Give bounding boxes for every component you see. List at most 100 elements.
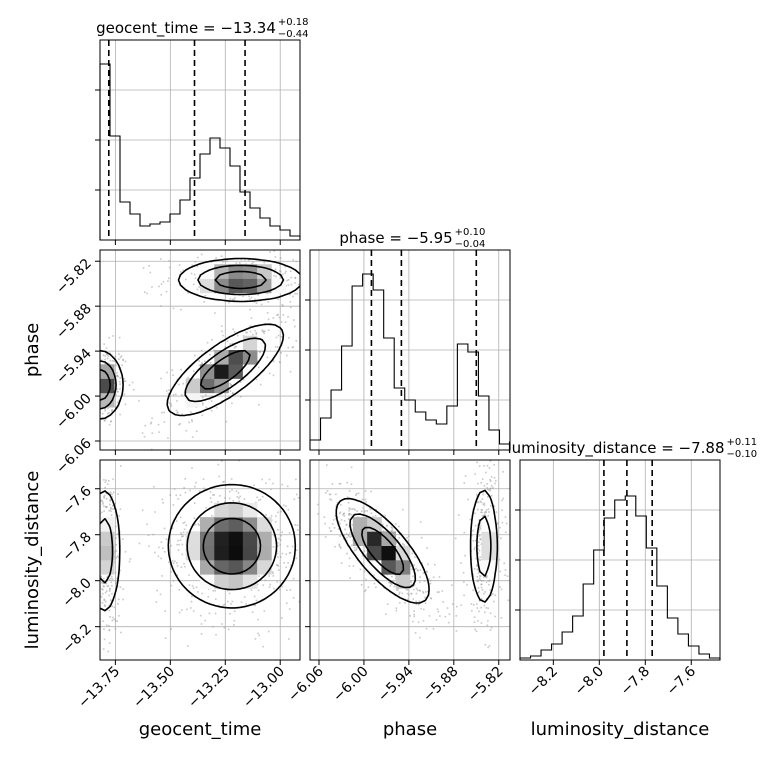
sample-point: [255, 333, 257, 336]
sample-point: [325, 491, 327, 494]
sample-point: [160, 305, 162, 307]
sample-point: [117, 615, 120, 617]
sample-point: [66, 402, 68, 404]
sample-point: [161, 498, 164, 501]
x-tick-label: −5.94: [375, 663, 417, 705]
sample-point: [365, 501, 367, 503]
sample-point: [480, 586, 483, 589]
sample-point: [478, 465, 481, 467]
sample-point: [419, 636, 421, 639]
sample-point: [108, 624, 110, 627]
sample-point: [485, 516, 488, 518]
sample-point: [273, 534, 275, 537]
sample-point: [167, 392, 170, 395]
sample-point: [208, 612, 211, 615]
sample-point: [339, 482, 342, 485]
panel-frame: [519, 459, 721, 661]
sample-point: [168, 266, 171, 269]
x-tick-label: −6.06: [285, 663, 327, 705]
sample-point: [294, 292, 297, 295]
panel-geocent_time-vs-phase: [66, 249, 301, 455]
sample-point: [486, 464, 489, 467]
sample-point: [274, 268, 277, 271]
sample-point: [272, 575, 275, 577]
sample-point: [89, 364, 91, 366]
sample-point: [373, 573, 375, 576]
sample-point: [479, 527, 482, 529]
sample-point: [351, 508, 354, 511]
density-cell: [242, 350, 258, 365]
sample-point: [487, 646, 489, 649]
sample-point: [118, 358, 120, 360]
sample-point: [160, 557, 162, 560]
sample-point: [284, 265, 286, 268]
sample-point: [272, 546, 275, 548]
sample-point: [412, 585, 415, 588]
sample-point: [88, 388, 90, 390]
sample-point: [281, 585, 284, 588]
density-cell: [200, 517, 215, 532]
sample-point: [276, 545, 279, 547]
sample-point: [429, 579, 432, 582]
sample-point: [95, 492, 97, 494]
sample-point: [119, 569, 121, 572]
sample-point: [288, 608, 291, 610]
sample-point: [189, 489, 191, 492]
sample-point: [347, 533, 350, 536]
sample-point: [102, 582, 105, 585]
density-cell: [242, 531, 258, 547]
sample-point: [293, 319, 295, 321]
sample-point: [407, 539, 410, 542]
sample-point: [370, 512, 373, 514]
sample-point: [488, 511, 490, 513]
sample-point: [191, 419, 193, 421]
sample-point: [114, 627, 117, 630]
sample-point: [383, 573, 386, 576]
sample-point: [504, 516, 507, 518]
sample-point: [447, 621, 450, 624]
sample-point: [231, 392, 234, 394]
density-cell: [481, 545, 497, 561]
sample-point: [172, 504, 175, 506]
sample-point: [82, 385, 84, 387]
sample-point: [95, 393, 97, 395]
sample-point: [96, 380, 98, 382]
title-minus: −0.04: [455, 239, 486, 250]
sample-point: [484, 643, 487, 646]
sample-point: [97, 557, 99, 559]
sample-point: [181, 413, 183, 416]
sample-point: [490, 626, 493, 629]
sample-point: [218, 475, 221, 478]
sample-point: [493, 464, 496, 466]
sample-point: [317, 503, 319, 506]
sample-point: [261, 350, 264, 352]
sample-point: [353, 507, 355, 510]
sample-point: [258, 403, 260, 406]
sample-point: [263, 261, 266, 264]
sample-point: [345, 533, 348, 535]
sample-point: [476, 580, 479, 582]
sample-point: [347, 534, 350, 537]
sample-point: [463, 581, 465, 583]
sample-point: [492, 486, 494, 489]
contour-line: [335, 489, 499, 604]
sample-point: [287, 346, 290, 349]
sample-point: [363, 511, 366, 513]
sample-point: [104, 591, 107, 594]
sample-point: [295, 339, 298, 342]
sample-point: [200, 349, 203, 352]
sample-point: [87, 372, 89, 374]
sample-point: [124, 360, 127, 363]
density-cell: [100, 517, 115, 532]
sample-point: [103, 604, 106, 606]
sample-point: [415, 600, 417, 603]
sample-point: [103, 494, 106, 497]
sample-point: [292, 577, 295, 580]
sample-point: [79, 433, 81, 435]
sample-point: [421, 562, 423, 564]
sample-point: [477, 587, 480, 589]
contour-line: [349, 513, 492, 589]
sample-point: [276, 564, 278, 566]
sample-point: [196, 265, 199, 268]
